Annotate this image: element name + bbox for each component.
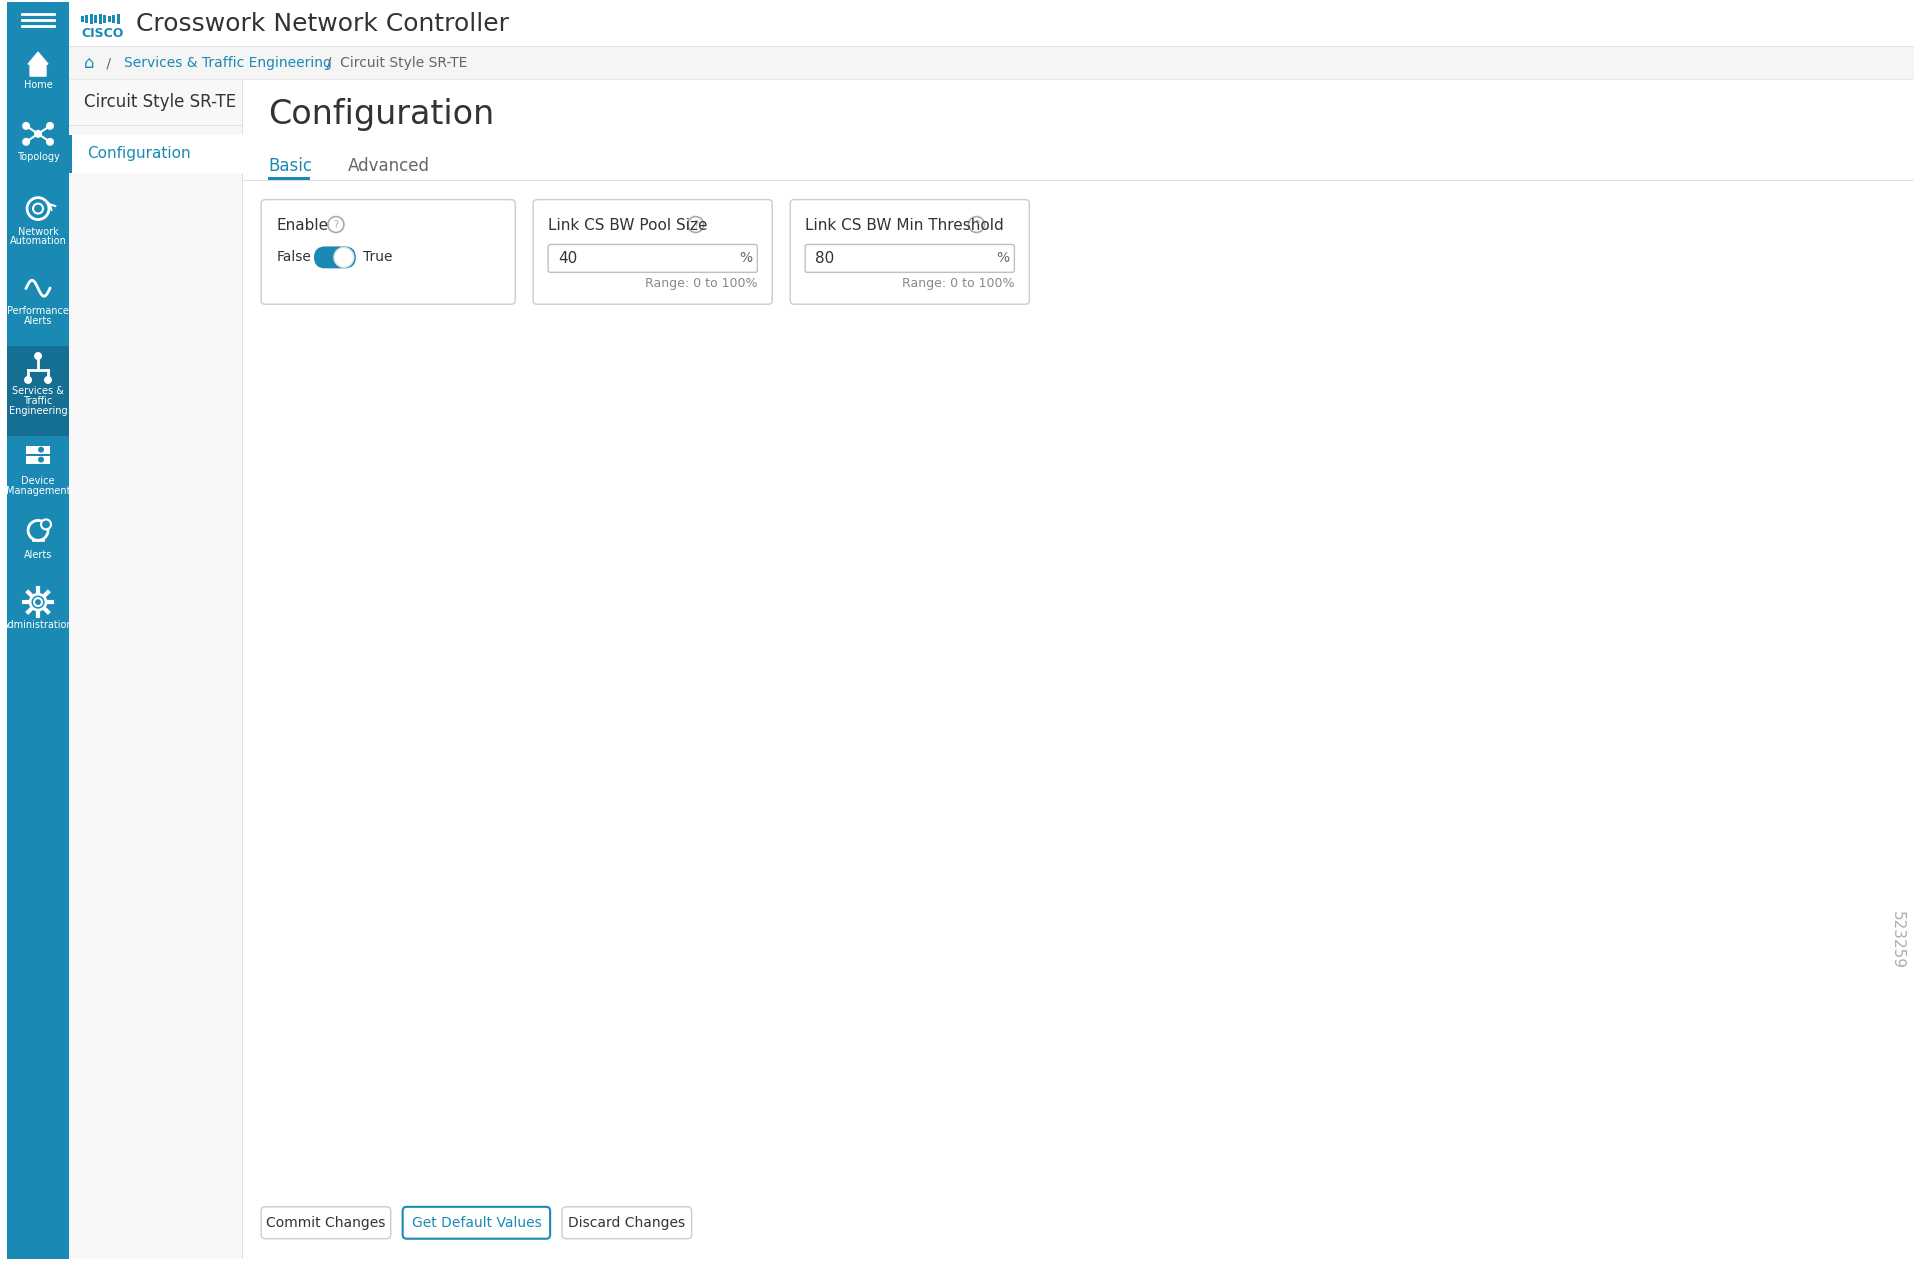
Text: Basic: Basic	[268, 156, 312, 175]
FancyBboxPatch shape	[260, 1207, 390, 1238]
Circle shape	[34, 130, 42, 137]
Text: %: %	[739, 251, 752, 265]
Bar	[100, 14, 101, 24]
FancyBboxPatch shape	[532, 199, 771, 304]
Bar	[90, 14, 92, 24]
Text: Alerts: Alerts	[23, 317, 52, 327]
Text: ?: ?	[974, 219, 978, 230]
Circle shape	[333, 247, 354, 267]
Bar	[8, 346, 69, 436]
Text: Administration: Administration	[2, 620, 75, 630]
Polygon shape	[29, 52, 48, 76]
FancyBboxPatch shape	[804, 245, 1014, 272]
Text: Engineering: Engineering	[10, 406, 67, 416]
Text: Services &: Services &	[11, 386, 63, 396]
Text: Device: Device	[21, 475, 56, 485]
Text: Management: Management	[6, 485, 71, 496]
Bar	[27, 455, 50, 464]
Text: Performance: Performance	[8, 306, 69, 317]
Text: ?: ?	[693, 219, 699, 230]
Circle shape	[46, 122, 54, 130]
Text: /  Circuit Style SR-TE: / Circuit Style SR-TE	[318, 57, 467, 71]
Text: 80: 80	[815, 251, 835, 266]
Text: ?: ?	[333, 219, 339, 230]
Bar	[69, 135, 243, 173]
Circle shape	[23, 137, 31, 146]
FancyBboxPatch shape	[547, 245, 756, 272]
Text: Get Default Values: Get Default Values	[412, 1216, 542, 1229]
Text: 40: 40	[557, 251, 576, 266]
Bar	[69, 47, 1914, 79]
Bar	[8, 3, 69, 1258]
Bar	[86, 15, 88, 23]
Bar	[27, 445, 50, 454]
Text: ⌂: ⌂	[84, 54, 94, 72]
Text: Range: 0 to 100%: Range: 0 to 100%	[645, 277, 756, 290]
Circle shape	[38, 446, 44, 453]
Text: Network: Network	[17, 227, 59, 237]
FancyBboxPatch shape	[260, 199, 515, 304]
Text: Alerts: Alerts	[23, 550, 52, 560]
Text: 523259: 523259	[1889, 910, 1904, 968]
Bar	[107, 16, 111, 23]
Text: /: /	[101, 57, 119, 71]
FancyBboxPatch shape	[563, 1207, 691, 1238]
Bar	[69, 79, 243, 1258]
Text: Traffic: Traffic	[23, 396, 54, 406]
FancyBboxPatch shape	[314, 246, 356, 269]
Text: Circuit Style SR-TE: Circuit Style SR-TE	[84, 93, 235, 111]
Circle shape	[44, 376, 52, 383]
Text: Commit Changes: Commit Changes	[266, 1216, 385, 1229]
Text: True: True	[362, 251, 392, 265]
Text: Enable: Enable	[276, 218, 327, 232]
Text: Configuration: Configuration	[86, 146, 189, 161]
Text: Topology: Topology	[17, 151, 59, 161]
Bar	[69, 135, 73, 173]
Bar	[69, 3, 1914, 47]
Text: CISCO: CISCO	[80, 28, 122, 40]
Circle shape	[46, 137, 54, 146]
Text: Crosswork Network Controller: Crosswork Network Controller	[136, 13, 509, 37]
Text: Configuration: Configuration	[268, 98, 494, 131]
FancyBboxPatch shape	[790, 199, 1030, 304]
Text: Link CS BW Min Threshold: Link CS BW Min Threshold	[804, 218, 1003, 232]
FancyBboxPatch shape	[402, 1207, 549, 1238]
Text: Advanced: Advanced	[348, 156, 429, 175]
Circle shape	[40, 520, 52, 530]
Circle shape	[38, 456, 44, 463]
Bar	[80, 16, 84, 23]
Text: Services & Traffic Engineering: Services & Traffic Engineering	[124, 57, 331, 71]
Circle shape	[34, 352, 42, 359]
Bar	[103, 15, 107, 23]
Circle shape	[23, 122, 31, 130]
Circle shape	[25, 376, 33, 383]
Text: Range: 0 to 100%: Range: 0 to 100%	[901, 277, 1014, 290]
Text: Automation: Automation	[10, 237, 67, 246]
Text: Link CS BW Pool Size: Link CS BW Pool Size	[547, 218, 708, 232]
Text: %: %	[995, 251, 1009, 265]
Text: Discard Changes: Discard Changes	[568, 1216, 685, 1229]
Text: False: False	[276, 251, 310, 265]
Bar	[243, 79, 1914, 1258]
Bar	[117, 14, 121, 24]
Bar	[94, 15, 98, 23]
Text: Home: Home	[23, 79, 52, 90]
Bar	[268, 177, 310, 179]
Bar	[113, 15, 115, 23]
